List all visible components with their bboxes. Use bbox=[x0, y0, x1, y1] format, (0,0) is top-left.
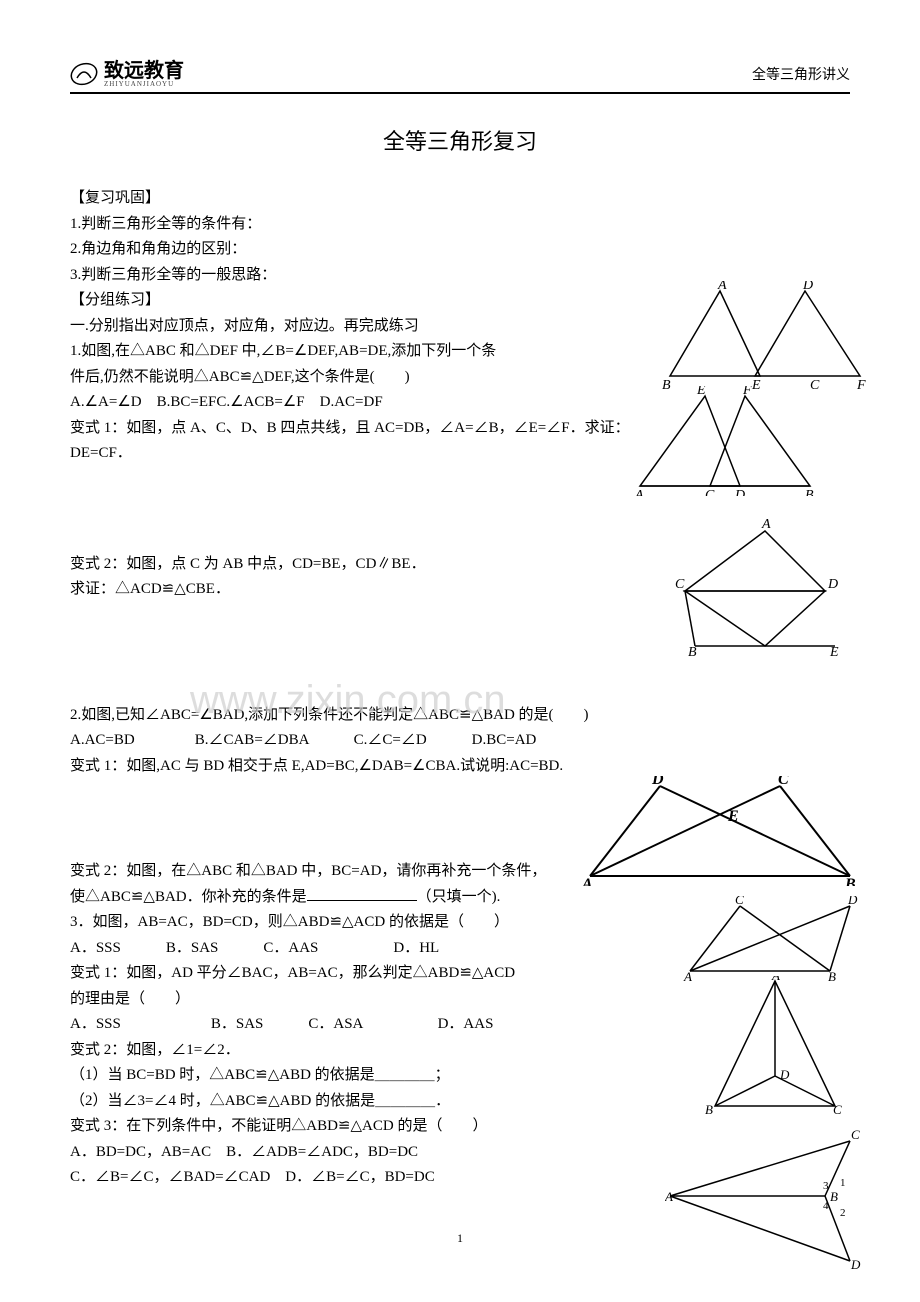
svg-text:D: D bbox=[827, 577, 838, 592]
blank-underline bbox=[307, 886, 417, 901]
logo-main-text: 致远教育 bbox=[104, 61, 184, 81]
figure-q3v2: A 3 4 1 2 B C D bbox=[665, 1121, 865, 1271]
svg-text:C: C bbox=[851, 1127, 860, 1142]
svg-text:C: C bbox=[833, 1102, 842, 1116]
svg-text:D: D bbox=[847, 896, 858, 907]
figure-q1: A B E D C F bbox=[660, 281, 870, 391]
svg-text:C: C bbox=[735, 896, 744, 907]
svg-text:E: E bbox=[696, 386, 706, 398]
q2-opts: A.AC=BD B.∠CAB=∠DBA C.∠C=∠D D.BC=AD bbox=[70, 728, 850, 754]
svg-text:B: B bbox=[705, 1102, 713, 1116]
q2v2-text-a: 使△ABC≌△BAD．你补充的条件是 bbox=[70, 889, 307, 905]
review-item-2: 2.角边角和角角边的区别： bbox=[70, 237, 850, 263]
svg-text:E: E bbox=[727, 808, 739, 825]
svg-text:A: A bbox=[665, 1189, 673, 1204]
figure-q1v2: A C D B E bbox=[670, 516, 840, 656]
svg-text:D: D bbox=[802, 281, 813, 293]
review-label: 【复习巩固】 bbox=[70, 186, 850, 212]
figure-q1v1: A C D B E F bbox=[635, 386, 815, 496]
svg-text:A: A bbox=[771, 976, 780, 983]
logo-icon bbox=[70, 60, 98, 88]
header-right-text: 全等三角形讲义 bbox=[752, 64, 850, 84]
svg-text:D: D bbox=[734, 488, 745, 496]
svg-text:A: A bbox=[717, 281, 727, 293]
svg-text:D: D bbox=[850, 1257, 861, 1271]
svg-text:2: 2 bbox=[840, 1207, 846, 1219]
content-body: A B E D C F A C D B E F bbox=[70, 186, 850, 1191]
svg-text:E: E bbox=[829, 645, 839, 656]
svg-text:C: C bbox=[705, 488, 715, 496]
svg-text:C: C bbox=[778, 776, 789, 788]
svg-text:C: C bbox=[675, 577, 685, 592]
svg-text:D: D bbox=[779, 1067, 790, 1082]
logo: 致远教育 ZHIYUANJIAOYU bbox=[70, 60, 184, 88]
figure-q3: A B C D bbox=[700, 976, 850, 1116]
figure-q2v1: A B D C E bbox=[580, 776, 860, 886]
q2-line1: 2.如图,已知∠ABC=∠BAD,添加下列条件还不能判定△ABC≌△BAD 的是… bbox=[70, 703, 850, 729]
svg-text:1: 1 bbox=[840, 1177, 846, 1189]
svg-text:B: B bbox=[805, 488, 814, 496]
document-title: 全等三角形复习 bbox=[70, 124, 850, 156]
svg-text:A: A bbox=[683, 969, 692, 981]
svg-text:B: B bbox=[844, 876, 856, 886]
svg-text:B: B bbox=[830, 1189, 838, 1204]
svg-text:D: D bbox=[651, 776, 664, 788]
page-header: 致远教育 ZHIYUANJIAOYU 全等三角形讲义 bbox=[70, 60, 850, 94]
svg-text:F: F bbox=[856, 378, 866, 391]
svg-text:B: B bbox=[688, 645, 697, 656]
svg-text:A: A bbox=[635, 488, 644, 496]
q2v2-text-b: （只填一个). bbox=[417, 889, 501, 905]
svg-text:A: A bbox=[581, 876, 593, 886]
svg-text:F: F bbox=[742, 386, 752, 398]
logo-sub-text: ZHIYUANJIAOYU bbox=[104, 81, 184, 88]
figure-q2v2: A B C D bbox=[680, 896, 860, 981]
svg-text:A: A bbox=[761, 517, 771, 532]
review-item-1: 1.判断三角形全等的条件有： bbox=[70, 212, 850, 238]
svg-text:4: 4 bbox=[823, 1200, 829, 1212]
svg-text:3: 3 bbox=[823, 1180, 829, 1192]
